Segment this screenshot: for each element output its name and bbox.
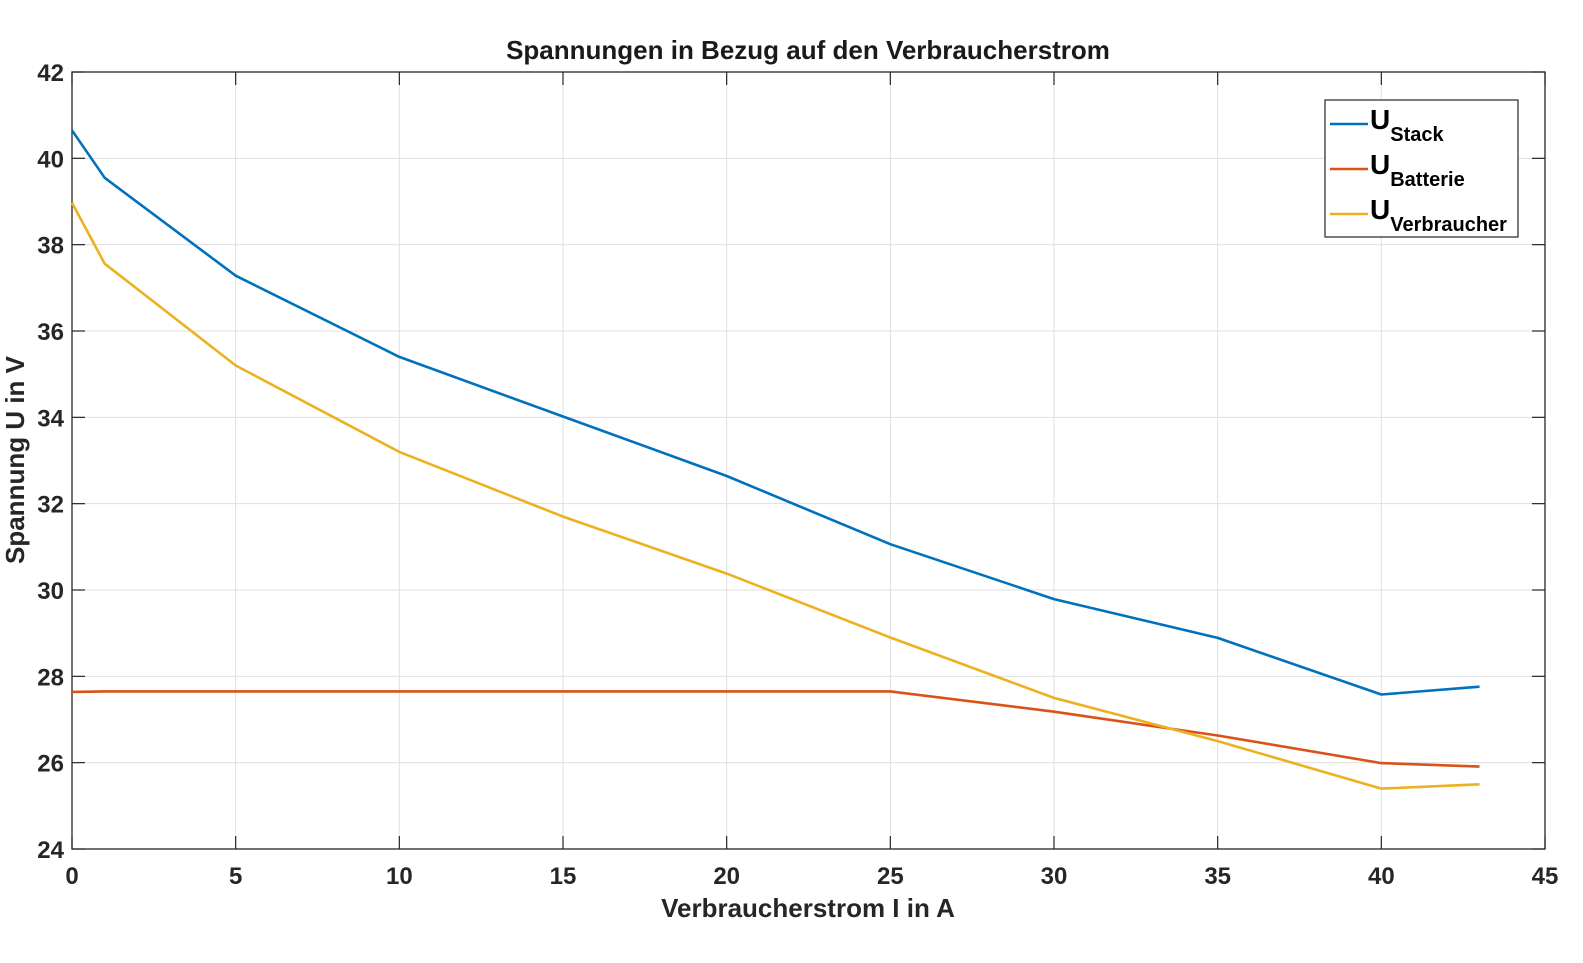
x-tick-label: 45 xyxy=(1532,863,1559,890)
y-tick-label: 30 xyxy=(37,578,64,605)
x-tick-label: 10 xyxy=(386,863,413,890)
x-tick-label: 40 xyxy=(1368,863,1395,890)
y-tick-label: 34 xyxy=(37,405,64,432)
legend-label: UVerbraucher xyxy=(1370,194,1507,236)
series-line-batterie xyxy=(71,690,1480,768)
y-tick-label: 36 xyxy=(37,319,64,346)
x-tick-label: 15 xyxy=(550,863,577,890)
x-tick-label: 20 xyxy=(713,863,740,890)
legend-label: UBatterie xyxy=(1370,149,1465,191)
y-tick-label: 32 xyxy=(37,492,64,519)
x-tick-label: 0 xyxy=(65,863,78,890)
chart-title: Spannungen in Bezug auf den Verbrauchers… xyxy=(506,35,1110,65)
legend-label: UStack xyxy=(1370,104,1444,146)
y-tick-label: 24 xyxy=(37,837,64,864)
y-tick-label: 28 xyxy=(37,664,64,691)
x-tick-label: 25 xyxy=(877,863,904,890)
x-tick-label: 5 xyxy=(229,863,242,890)
y-tick-label: 40 xyxy=(37,146,64,173)
y-tick-label: 42 xyxy=(37,60,64,87)
y-tick-label: 26 xyxy=(37,751,64,778)
x-tick-label: 30 xyxy=(1041,863,1068,890)
series-lines xyxy=(70,129,1480,790)
plot-frame xyxy=(71,71,1546,850)
series-line-stack xyxy=(70,129,1480,696)
y-tick-label: 38 xyxy=(37,233,64,260)
x-tick-label: 35 xyxy=(1204,863,1231,890)
grid-lines xyxy=(72,72,1545,849)
x-axis-label: Verbraucherstrom I in A xyxy=(661,893,955,923)
axis-ticks: 0 5 10 15 20 25 30 35 40 45 24 26 28 30 32 34 36 38 40 42 xyxy=(37,60,1558,890)
series-line-verbraucher xyxy=(70,202,1480,790)
y-axis-label: Spannung U in V xyxy=(0,355,30,564)
